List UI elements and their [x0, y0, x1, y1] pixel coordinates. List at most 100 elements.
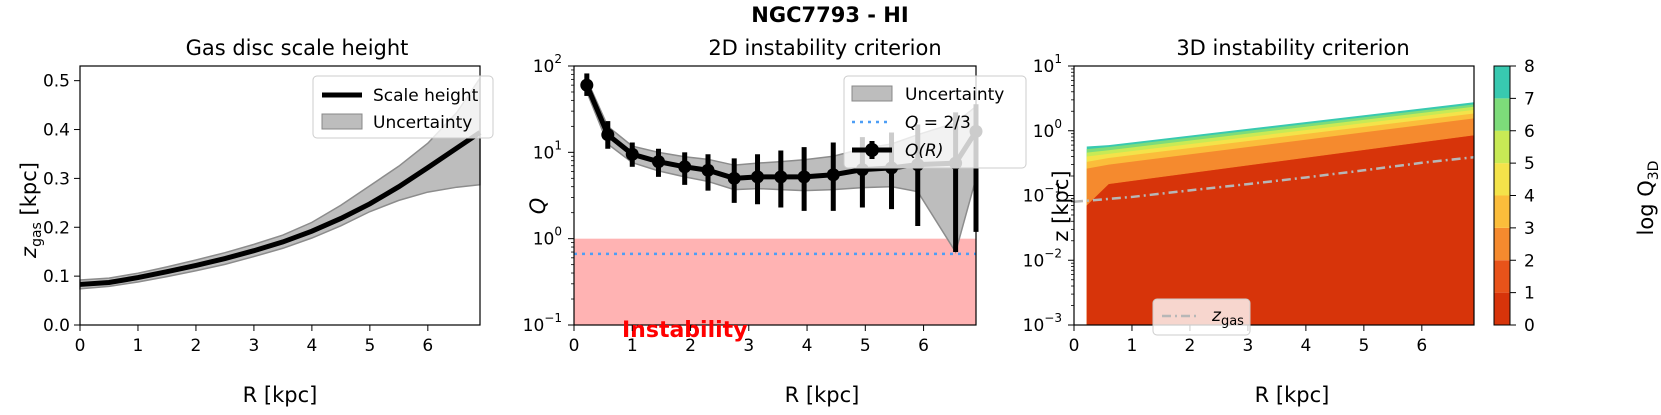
- panel2-ytick-base: 10: [533, 143, 555, 163]
- colorbar-tick-label: 7: [1524, 89, 1535, 109]
- panel3-legend-box: [1152, 298, 1251, 336]
- panel3-ytick-label: 10−2: [1023, 246, 1062, 271]
- panel3-xtick-label: 1: [1127, 336, 1138, 356]
- panel1-xtick-label: 6: [422, 336, 433, 356]
- panel3-ytick-label: 10−1: [1023, 182, 1062, 207]
- colorbar-tick-label: 0: [1524, 316, 1535, 336]
- panel2-ylabel: Q: [526, 198, 550, 215]
- panel3-ytick-exp: −2: [1044, 246, 1062, 260]
- panel2-xtick-label: 2: [685, 336, 696, 356]
- panel2-xtick-label: 5: [860, 336, 871, 356]
- panel1-x-ticks: 0 1 2 3 4 5 6: [75, 325, 433, 356]
- panel2-legend-qr-symbol: Q: [905, 141, 918, 161]
- colorbar-segment: [1494, 227, 1510, 261]
- panel1-xtick-label: 3: [248, 336, 259, 356]
- panel1-ylabel-z: z: [17, 246, 41, 259]
- qr-point: [751, 170, 765, 184]
- panel2-x-ticks: 0 1 2 3 4 5 6: [569, 325, 929, 356]
- panel2-ytick-label: 10−1: [523, 311, 562, 336]
- qr-point: [580, 78, 594, 92]
- panel1-ytick-label: 0.3: [43, 169, 70, 189]
- colorbar-label: log Q3D: [1634, 161, 1661, 236]
- qr-point: [774, 170, 788, 184]
- panel3-ytick-base: 10: [1023, 187, 1045, 207]
- panel-2d-instability: 2D instability criterion Instability 0 1 2…: [523, 36, 1027, 407]
- panel1-xtick-label: 4: [306, 336, 317, 356]
- figure-suptitle: NGC7793 - HI: [751, 3, 908, 27]
- colorbar-tick-label: 2: [1524, 251, 1535, 271]
- panel2-ytick-base: 10: [523, 316, 545, 336]
- instability-region: [574, 238, 976, 325]
- panel2-legend-errorbar-marker: [865, 143, 879, 157]
- panel3-ytick-label: 10−3: [1023, 311, 1062, 336]
- qr-point: [601, 128, 615, 142]
- panel2-xtick-label: 4: [802, 336, 813, 356]
- panel1-xtick-label: 1: [133, 336, 144, 356]
- panel1-legend: Scale height Uncertainty: [312, 75, 494, 139]
- panel3-ytick-exp: 0: [1054, 117, 1062, 131]
- panel1-ytick-label: 0.4: [43, 121, 70, 141]
- panel1-ylabel-sub: gas: [29, 222, 45, 247]
- panel3-ytick-base: 10: [1033, 57, 1055, 77]
- qr-point: [826, 168, 840, 182]
- panel2-ytick-label: 101: [533, 138, 562, 163]
- colorbar-tick-label: 4: [1524, 187, 1535, 207]
- panel3-xtick-label: 6: [1416, 336, 1427, 356]
- panel3-xtick-label: 2: [1185, 336, 1196, 356]
- panel3-ytick-exp: 1: [1054, 52, 1062, 66]
- colorbar-tick-label: 8: [1524, 57, 1535, 77]
- panel2-legend-band-swatch: [851, 85, 893, 102]
- colorbar-segment: [1494, 130, 1510, 164]
- panel3-xlabel: R [kpc]: [1255, 383, 1330, 407]
- qr-point: [797, 170, 811, 184]
- panel2-ytick-label: 102: [533, 52, 562, 77]
- colorbar-tick-label: 1: [1524, 284, 1535, 304]
- panel1-xlabel: R [kpc]: [243, 383, 318, 407]
- colorbar-ticks: 0 1 2 3 4 5 6 7 8: [1510, 57, 1535, 336]
- panel3-xtick-label: 0: [1069, 336, 1080, 356]
- panel3-xtick-label: 5: [1358, 336, 1369, 356]
- colorbar-label-sub: 3D: [1646, 161, 1661, 181]
- colorbar-label-main: log Q: [1634, 180, 1658, 235]
- panel2-legend: Uncertainty Q = 2/3 Q(R): [843, 75, 1027, 169]
- q3d-contour-band: [1086, 135, 1474, 325]
- panel3-xtick-label: 4: [1300, 336, 1311, 356]
- colorbar-segment: [1494, 195, 1510, 228]
- panel2-ytick-exp: 1: [554, 138, 562, 152]
- qr-point: [651, 155, 665, 169]
- panel2-xlabel: R [kpc]: [785, 383, 860, 407]
- panel2-legend-q-value: = 2/3: [918, 113, 970, 133]
- panel2-legend-q-symbol: Q: [905, 113, 918, 133]
- panel2-legend-uncertainty: Uncertainty: [905, 85, 1004, 105]
- panel3-legend-z: z: [1211, 306, 1222, 326]
- colorbar-tick-label: 3: [1524, 219, 1535, 239]
- colorbar-tick-label: 5: [1524, 154, 1535, 174]
- qr-point: [625, 147, 639, 161]
- instability-annotation: Instability: [622, 318, 748, 343]
- panel3-title: 3D instability criterion: [1176, 36, 1409, 60]
- panel1-legend-scale-height: Scale height: [373, 86, 479, 106]
- colorbar-segment: [1494, 260, 1510, 293]
- panel2-ytick-exp: 2: [554, 52, 562, 66]
- panel1-frame: [79, 65, 481, 326]
- panel2-title: 2D instability criterion: [708, 36, 941, 60]
- panel2-plot-area: [573, 65, 983, 326]
- colorbar: [1493, 65, 1511, 326]
- panel1-ytick-label: 0.5: [43, 72, 70, 92]
- panel3-plot-area: [1073, 65, 1475, 326]
- panel1-y-ticks: 0.0 0.1 0.2 0.3 0.4 0.5: [43, 72, 80, 336]
- panel2-ytick-exp: −1: [544, 311, 562, 325]
- panel1-ytick-label: 0.1: [43, 267, 70, 287]
- panel2-xtick-label: 3: [743, 336, 754, 356]
- panel1-title: Gas disc scale height: [186, 36, 409, 60]
- panel2-frame: [573, 65, 977, 326]
- panel3-xtick-label: 3: [1242, 336, 1253, 356]
- panel3-ytick-label: 100: [1033, 117, 1062, 142]
- qr-point: [727, 171, 741, 185]
- panel3-ylabel: z [kpc]: [1049, 170, 1073, 241]
- panel3-ytick-label: 101: [1033, 52, 1062, 77]
- panel3-ytick-exp: −1: [1044, 182, 1062, 196]
